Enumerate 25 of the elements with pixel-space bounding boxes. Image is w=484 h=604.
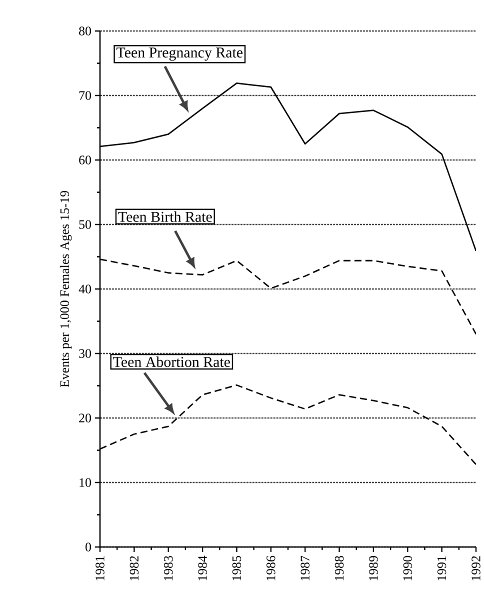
y-tick-label: 60 [79, 156, 92, 164]
text: Teen Birth Rate [118, 211, 212, 222]
x-tick-label: 1992 [472, 556, 480, 580]
x-tick-label: 1990 [403, 556, 412, 580]
y-axis-title: Events per 1,000 Females Ages 15-19 [60, 190, 72, 388]
y-tick-label: 10 [80, 478, 92, 487]
x-tick-label: 1989 [369, 556, 378, 580]
y-tick-label: 30 [79, 349, 92, 358]
series-label: Teen Pregnancy Rate [116, 48, 243, 61]
y-tick-label: 40 [78, 284, 92, 294]
x-tick-label: 1984 [198, 556, 207, 580]
x-tick-label: 1988 [334, 556, 344, 580]
y-tick-label: 50 [79, 220, 92, 229]
x-tick-label: 1983 [164, 556, 173, 580]
x-tick-label: 1986 [266, 556, 276, 580]
x-tick-label: 1981 [96, 556, 104, 580]
y-tick-label: 70 [79, 91, 92, 100]
y-tick-label: 80 [79, 26, 92, 36]
series-label: Teen Abortion Rate [113, 356, 230, 368]
x-tick-label: 1985 [232, 556, 242, 580]
x-tick-label: 1991 [437, 556, 446, 580]
x-tick-label: 1982 [130, 556, 139, 580]
x-tick-label: 1987 [300, 556, 310, 580]
y-tick-label: 20 [79, 414, 92, 422]
y-tick-label: 0 [86, 542, 92, 552]
